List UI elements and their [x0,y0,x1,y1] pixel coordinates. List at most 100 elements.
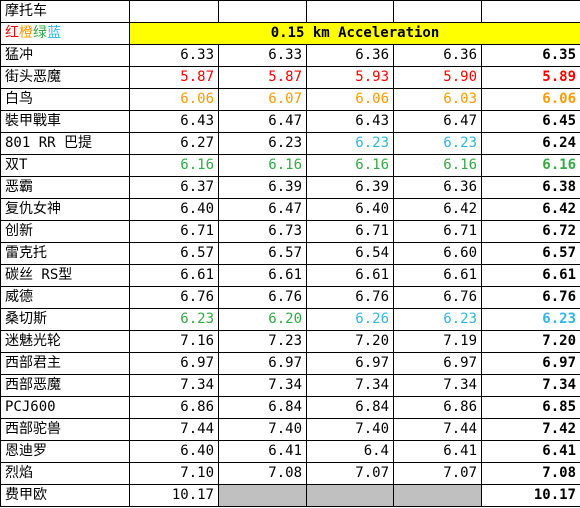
time-cell[interactable]: 6.40 [129,440,219,463]
color-legend-cell[interactable]: 红橙绿蓝 [0,22,130,45]
time-cell[interactable]: 6.16 [218,154,307,177]
time-cell[interactable]: 7.08 [218,462,307,485]
average-time-cell[interactable]: 6.41 [481,440,580,463]
time-cell[interactable]: 6.4 [306,440,394,463]
average-time-cell[interactable]: 7.34 [481,374,580,397]
time-cell[interactable]: 7.40 [218,418,307,441]
time-cell[interactable]: 6.76 [306,286,394,309]
average-time-cell[interactable]: 5.89 [481,66,580,89]
acceleration-title-band[interactable]: 0.15 km Acceleration [129,22,580,45]
time-cell[interactable]: 6.23 [393,132,482,155]
time-cell[interactable]: 7.07 [393,462,482,485]
vehicle-name-cell[interactable]: 桑切斯 [0,308,130,331]
vehicle-name-cell[interactable]: 西部君主 [0,352,130,375]
vehicle-name-cell[interactable]: 双T [0,154,130,177]
time-cell[interactable]: 6.20 [218,308,307,331]
time-cell[interactable]: 6.36 [393,44,482,67]
vehicle-name-cell[interactable]: 白鸟 [0,88,130,111]
average-time-cell[interactable]: 6.38 [481,176,580,199]
time-cell[interactable]: 7.07 [306,462,394,485]
vehicle-name-cell[interactable]: 猛冲 [0,44,130,67]
time-cell[interactable]: 6.33 [129,44,219,67]
time-cell[interactable]: 10.17 [129,484,219,507]
time-cell[interactable]: 6.61 [129,264,219,287]
average-time-cell[interactable]: 7.20 [481,330,580,353]
time-cell[interactable]: 6.06 [306,88,394,111]
time-cell[interactable]: 6.47 [218,198,307,221]
time-cell[interactable]: 7.34 [393,374,482,397]
average-time-cell[interactable]: 6.16 [481,154,580,177]
average-time-cell[interactable]: 6.57 [481,242,580,265]
vehicle-name-cell[interactable]: 恶霸 [0,176,130,199]
time-cell[interactable]: 6.16 [129,154,219,177]
empty-gray-cell[interactable] [393,484,482,507]
average-time-cell[interactable]: 6.85 [481,396,580,419]
time-cell[interactable]: 6.39 [306,176,394,199]
time-cell[interactable]: 6.40 [129,198,219,221]
time-cell[interactable]: 6.71 [129,220,219,243]
average-time-cell[interactable]: 6.24 [481,132,580,155]
time-cell[interactable]: 6.76 [218,286,307,309]
time-cell[interactable]: 6.76 [129,286,219,309]
average-time-cell[interactable]: 6.97 [481,352,580,375]
empty-cell[interactable] [393,0,482,23]
time-cell[interactable]: 6.23 [129,308,219,331]
time-cell[interactable]: 6.76 [393,286,482,309]
time-cell[interactable]: 7.40 [306,418,394,441]
time-cell[interactable]: 7.10 [129,462,219,485]
time-cell[interactable]: 6.97 [393,352,482,375]
time-cell[interactable]: 6.84 [306,396,394,419]
vehicle-name-cell[interactable]: 裝甲戰車 [0,110,130,133]
average-time-cell[interactable]: 6.45 [481,110,580,133]
time-cell[interactable]: 6.39 [218,176,307,199]
time-cell[interactable]: 6.27 [129,132,219,155]
time-cell[interactable]: 6.71 [393,220,482,243]
time-cell[interactable]: 6.97 [218,352,307,375]
average-time-cell[interactable]: 6.76 [481,286,580,309]
vehicle-name-cell[interactable]: 威德 [0,286,130,309]
time-cell[interactable]: 6.26 [306,308,394,331]
vehicle-name-cell[interactable]: 西部恶魔 [0,374,130,397]
time-cell[interactable]: 6.57 [218,242,307,265]
time-cell[interactable]: 6.03 [393,88,482,111]
time-cell[interactable]: 5.87 [218,66,307,89]
vehicle-name-cell[interactable]: 迷魅光轮 [0,330,130,353]
time-cell[interactable]: 6.61 [218,264,307,287]
time-cell[interactable]: 5.93 [306,66,394,89]
time-cell[interactable]: 7.19 [393,330,482,353]
time-cell[interactable]: 6.40 [306,198,394,221]
time-cell[interactable]: 7.20 [306,330,394,353]
average-time-cell[interactable]: 6.35 [481,44,580,67]
vehicle-name-cell[interactable]: 费甲欧 [0,484,130,507]
time-cell[interactable]: 6.07 [218,88,307,111]
time-cell[interactable]: 6.84 [218,396,307,419]
average-time-cell[interactable]: 6.06 [481,88,580,111]
time-cell[interactable]: 6.16 [393,154,482,177]
time-cell[interactable]: 6.61 [393,264,482,287]
time-cell[interactable]: 6.71 [306,220,394,243]
time-cell[interactable]: 6.23 [218,132,307,155]
time-cell[interactable]: 6.41 [393,440,482,463]
time-cell[interactable]: 6.60 [393,242,482,265]
time-cell[interactable]: 6.97 [306,352,394,375]
time-cell[interactable]: 6.86 [393,396,482,419]
time-cell[interactable]: 6.37 [129,176,219,199]
average-time-cell[interactable]: 6.42 [481,198,580,221]
time-cell[interactable]: 6.42 [393,198,482,221]
average-time-cell[interactable]: 10.17 [481,484,580,507]
time-cell[interactable]: 6.73 [218,220,307,243]
time-cell[interactable]: 6.36 [393,176,482,199]
time-cell[interactable]: 6.61 [306,264,394,287]
time-cell[interactable]: 7.16 [129,330,219,353]
vehicle-name-cell[interactable]: 街头恶魔 [0,66,130,89]
vehicle-name-cell[interactable]: 创新 [0,220,130,243]
time-cell[interactable]: 6.36 [306,44,394,67]
vehicle-name-cell[interactable]: 复仇女神 [0,198,130,221]
vehicle-name-cell[interactable]: PCJ600 [0,396,130,419]
time-cell[interactable]: 7.44 [129,418,219,441]
time-cell[interactable]: 6.06 [129,88,219,111]
average-time-cell[interactable]: 6.23 [481,308,580,331]
time-cell[interactable]: 7.34 [129,374,219,397]
time-cell[interactable]: 7.23 [218,330,307,353]
average-time-cell[interactable]: 6.72 [481,220,580,243]
